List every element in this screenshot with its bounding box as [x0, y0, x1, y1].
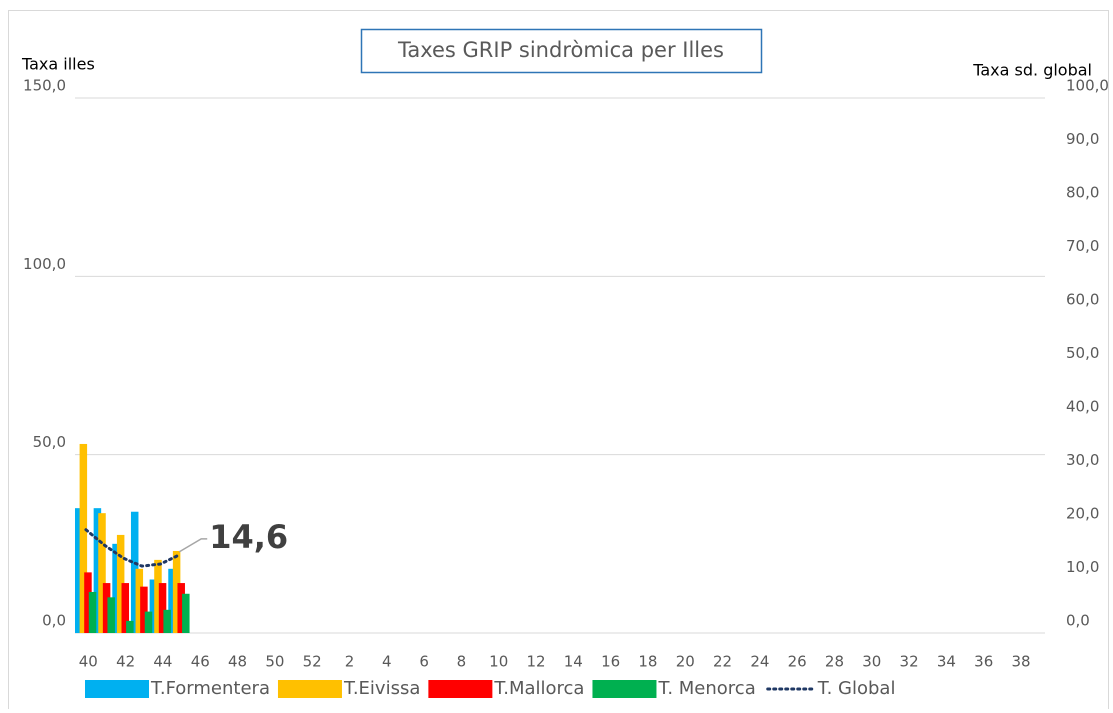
bar — [84, 572, 92, 633]
bar — [116, 534, 125, 633]
y2-tick-label: 30,0 — [1066, 451, 1099, 469]
bar — [93, 508, 102, 633]
x-tick-label: 16 — [601, 653, 620, 671]
x-tick-label: 2 — [345, 653, 355, 671]
bar — [177, 583, 185, 633]
x-tick-label: 46 — [191, 653, 210, 671]
x-tick-label: 30 — [862, 653, 881, 671]
x-tick-label: 14 — [564, 653, 583, 671]
y-tick-label: 150,0 — [23, 77, 66, 95]
line — [84, 528, 181, 568]
bar — [168, 568, 176, 633]
chart-title: Taxes GRIP sindròmica per Illes — [397, 38, 724, 62]
legend-swatch — [277, 680, 342, 698]
y-tick-label: 50,0 — [33, 433, 66, 451]
x-tick-label: 52 — [303, 653, 322, 671]
legend-swatch — [592, 680, 657, 698]
legend-label: T. Menorca — [657, 678, 755, 699]
x-tick-label: 26 — [788, 653, 807, 671]
bar — [163, 609, 171, 633]
x-tick-label: 38 — [1011, 653, 1030, 671]
bar — [135, 568, 144, 633]
bar — [130, 511, 139, 633]
legend-label: T.Mallorca — [493, 678, 584, 699]
x-tick-label: 4 — [382, 653, 392, 671]
y2-tick-label: 10,0 — [1066, 558, 1099, 576]
x-tick-label: 24 — [750, 653, 769, 671]
label-leader — [178, 538, 208, 553]
x-tick-label: 50 — [265, 653, 284, 671]
y2-tick-label: 70,0 — [1066, 237, 1099, 255]
x-tick-label: 18 — [638, 653, 657, 671]
x-tick-label: 6 — [419, 653, 429, 671]
x-tick-label: 44 — [153, 653, 172, 671]
bar — [172, 550, 181, 633]
y2-tick-label: 20,0 — [1066, 505, 1099, 523]
legend-label: T.Formentera — [150, 678, 270, 699]
legend-label: T.Eivissa — [343, 678, 420, 699]
bar — [98, 513, 106, 633]
x-tick-label: 34 — [937, 653, 956, 671]
bar — [126, 620, 134, 633]
bar — [102, 583, 111, 633]
y2-tick-label: 40,0 — [1066, 398, 1099, 416]
y-tick-label: 100,0 — [23, 255, 66, 273]
bar — [144, 611, 153, 633]
x-tick-label: 42 — [116, 653, 135, 671]
y-axis-label: Taxa illes — [21, 55, 95, 74]
bar — [112, 543, 120, 633]
bar — [158, 583, 167, 633]
x-tick-label: 40 — [79, 653, 98, 671]
x-tick-label: 36 — [974, 653, 993, 671]
x-tick-label: 28 — [825, 653, 844, 671]
bar — [121, 583, 130, 633]
data-label: 14,6 — [209, 518, 288, 556]
y2-tick-label: 80,0 — [1066, 184, 1099, 202]
legend-swatch — [85, 680, 149, 698]
x-tick-label: 10 — [489, 653, 508, 671]
bar — [88, 591, 97, 633]
legend-label: T. Global — [817, 678, 896, 699]
x-tick-label: 12 — [526, 653, 545, 671]
y2-tick-label: 60,0 — [1066, 291, 1099, 309]
x-tick-label: 32 — [900, 653, 919, 671]
x-tick-label: 22 — [713, 653, 732, 671]
bar — [140, 586, 148, 633]
x-tick-label: 48 — [228, 653, 247, 671]
x-tick-label: 8 — [457, 653, 467, 671]
bar — [182, 593, 190, 633]
y2-tick-label: 100,0 — [1066, 77, 1109, 95]
legend-swatch — [428, 680, 493, 698]
title-box — [360, 28, 763, 74]
y2-tick-label: 50,0 — [1066, 344, 1099, 362]
y2-tick-label: 90,0 — [1066, 130, 1099, 148]
y2-axis-label: Taxa sd. global — [972, 61, 1092, 80]
bar — [75, 508, 83, 633]
y-tick-label: 0,0 — [42, 612, 66, 630]
bar — [154, 559, 162, 633]
x-tick-label: 20 — [676, 653, 695, 671]
y2-tick-label: 0,0 — [1066, 612, 1090, 630]
chart-border — [8, 10, 1109, 711]
bar — [79, 443, 88, 633]
bar — [107, 597, 115, 633]
bar — [149, 579, 158, 633]
